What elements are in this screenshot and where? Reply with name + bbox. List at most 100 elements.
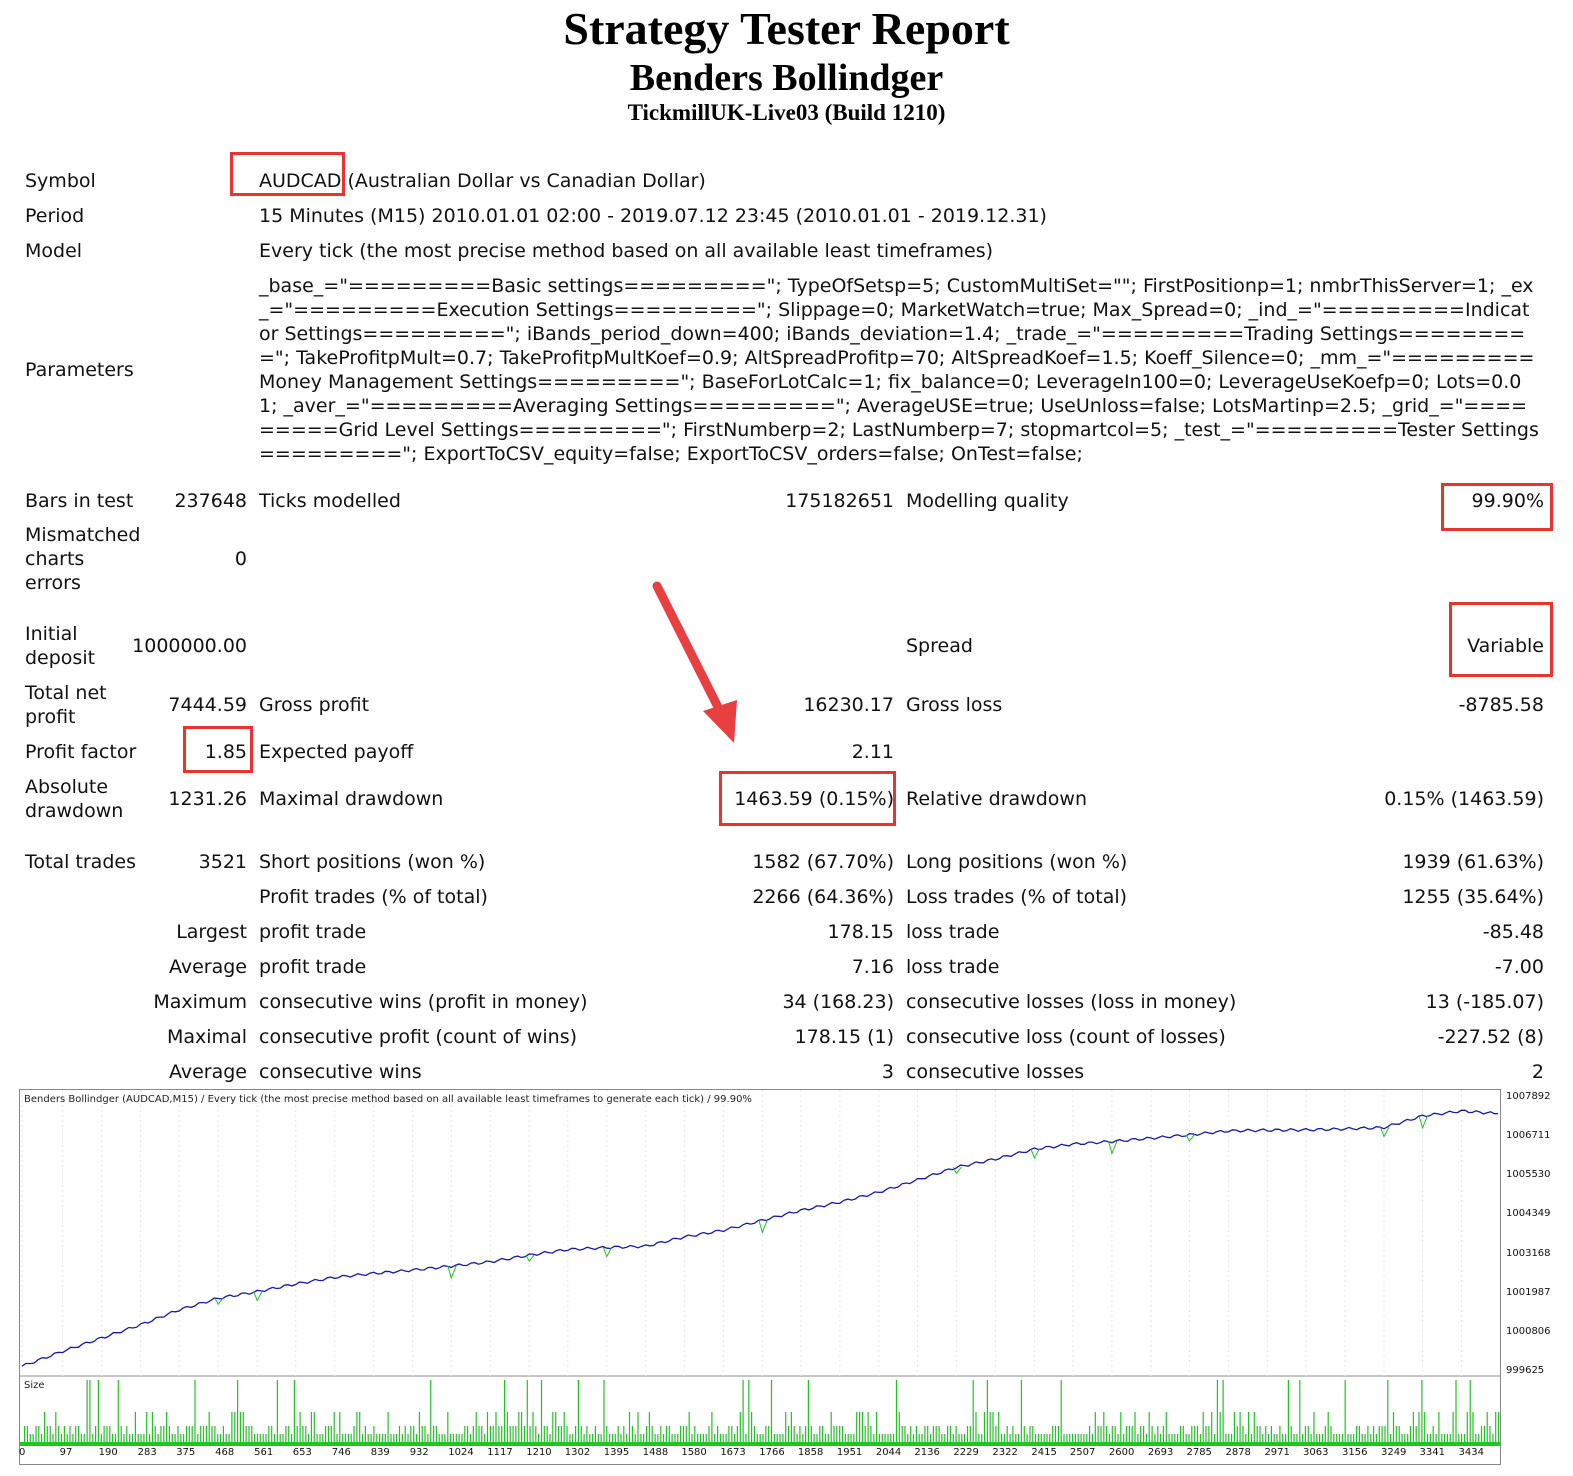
- size-bar: [549, 1434, 551, 1442]
- deposit-label-line1: Initial: [25, 623, 78, 645]
- size-bar: [824, 1434, 827, 1442]
- x-tick-label: 1395: [603, 1447, 630, 1458]
- period-value: 15 Minutes (M15) 2010.01.01 02:00 - 2019…: [259, 205, 1047, 227]
- size-bar: [1111, 1426, 1113, 1442]
- size-bar: [1287, 1380, 1289, 1442]
- size-bar: [211, 1426, 213, 1442]
- x-tick-label: 2785: [1186, 1447, 1212, 1458]
- symbol-label: Symbol: [25, 170, 96, 192]
- size-bar: [452, 1434, 454, 1442]
- x-tick-label: 1024: [448, 1447, 474, 1458]
- size-bar: [78, 1426, 80, 1442]
- size-bar: [1486, 1412, 1488, 1442]
- size-bar: [205, 1426, 207, 1442]
- size-bar: [1438, 1412, 1440, 1442]
- size-bar: [810, 1426, 812, 1442]
- size-bar: [589, 1434, 591, 1442]
- size-bar: [1151, 1426, 1153, 1442]
- size-bar: [1117, 1434, 1119, 1442]
- size-bar: [1012, 1426, 1014, 1442]
- size-bar: [35, 1426, 37, 1442]
- size-bar: [228, 1434, 230, 1442]
- size-bar: [475, 1412, 477, 1442]
- size-bar: [1029, 1426, 1031, 1442]
- mismatch-label-line3: errors: [25, 572, 81, 594]
- size-bar: [546, 1426, 548, 1442]
- size-bar: [339, 1412, 341, 1442]
- size-bar: [376, 1434, 378, 1442]
- size-bar: [1461, 1434, 1463, 1442]
- size-bar: [575, 1426, 577, 1442]
- largest-profit-value: 178.15: [827, 921, 894, 943]
- size-bar: [552, 1412, 554, 1442]
- size-bar: [876, 1412, 878, 1442]
- size-bar: [163, 1426, 165, 1442]
- y-tick-label: 999625: [1506, 1365, 1545, 1376]
- size-bar: [1069, 1434, 1071, 1442]
- size-bar: [1347, 1434, 1349, 1442]
- size-bar: [265, 1434, 267, 1442]
- size-bar: [407, 1434, 409, 1442]
- x-tick-label: 3249: [1380, 1447, 1407, 1458]
- size-bar: [1424, 1412, 1426, 1442]
- size-bar: [756, 1434, 758, 1442]
- size-bar: [327, 1426, 330, 1442]
- size-bar: [555, 1412, 557, 1442]
- x-tick-label: 2971: [1264, 1447, 1290, 1458]
- maxdd-highlight: [719, 771, 896, 826]
- netprofit-value: 7444.59: [168, 694, 247, 716]
- server-name: TickmillUK-Live03 (Build 1210): [627, 100, 946, 125]
- size-bar: [46, 1426, 48, 1442]
- size-bar: [850, 1434, 852, 1442]
- size-bar: [390, 1434, 392, 1442]
- size-bar: [202, 1426, 205, 1442]
- equity-dip-0: [214, 1297, 224, 1306]
- size-bar: [1361, 1434, 1363, 1442]
- size-bar: [188, 1426, 190, 1442]
- size-bar: [1285, 1434, 1287, 1442]
- netprofit-label-line1: Total net: [25, 682, 107, 704]
- size-bar: [291, 1434, 293, 1442]
- x-tick-label: 2507: [1069, 1447, 1096, 1458]
- size-bar: [1427, 1434, 1429, 1442]
- size-bar: [759, 1434, 761, 1442]
- x-tick-label: 3156: [1341, 1447, 1368, 1458]
- y-tick-label: 1000806: [1506, 1325, 1551, 1337]
- size-bar: [430, 1380, 432, 1442]
- size-bar: [1358, 1426, 1360, 1442]
- size-bar: [166, 1412, 168, 1442]
- size-bar: [1293, 1434, 1295, 1442]
- size-bar: [1219, 1412, 1221, 1442]
- size-bar: [435, 1426, 437, 1442]
- size-bar: [603, 1380, 605, 1442]
- size-bar: [560, 1426, 562, 1442]
- size-bar: [316, 1434, 318, 1442]
- size-bar: [234, 1412, 236, 1442]
- size-bar: [1043, 1434, 1045, 1442]
- reldd-value: 0.15% (1463.59): [1384, 788, 1544, 810]
- size-bar: [1498, 1412, 1500, 1442]
- size-bar: [279, 1434, 281, 1442]
- size-bar: [887, 1434, 889, 1442]
- profitfactor-value: 1.85: [204, 741, 247, 763]
- size-bar: [1154, 1434, 1156, 1442]
- size-bar: [1182, 1426, 1184, 1442]
- size-bar: [1211, 1412, 1213, 1442]
- size-bar: [95, 1426, 97, 1442]
- size-bar: [807, 1380, 809, 1442]
- size-bar: [1350, 1434, 1352, 1442]
- size-bar: [433, 1426, 435, 1442]
- size-bar: [1250, 1434, 1253, 1442]
- quality-value: 99.90%: [1471, 490, 1544, 512]
- size-bar: [1196, 1426, 1199, 1442]
- long-value: 1939 (61.63%): [1402, 851, 1544, 873]
- size-bar: [285, 1426, 287, 1442]
- size-bar: [1381, 1426, 1383, 1442]
- size-bar: [640, 1434, 642, 1442]
- x-tick-label: 1673: [720, 1447, 746, 1458]
- size-bar: [52, 1434, 54, 1442]
- equity-dip-7: [1030, 1148, 1040, 1160]
- size-bar: [1404, 1434, 1406, 1442]
- x-tick-label: 2600: [1108, 1447, 1135, 1458]
- size-bar: [489, 1426, 491, 1442]
